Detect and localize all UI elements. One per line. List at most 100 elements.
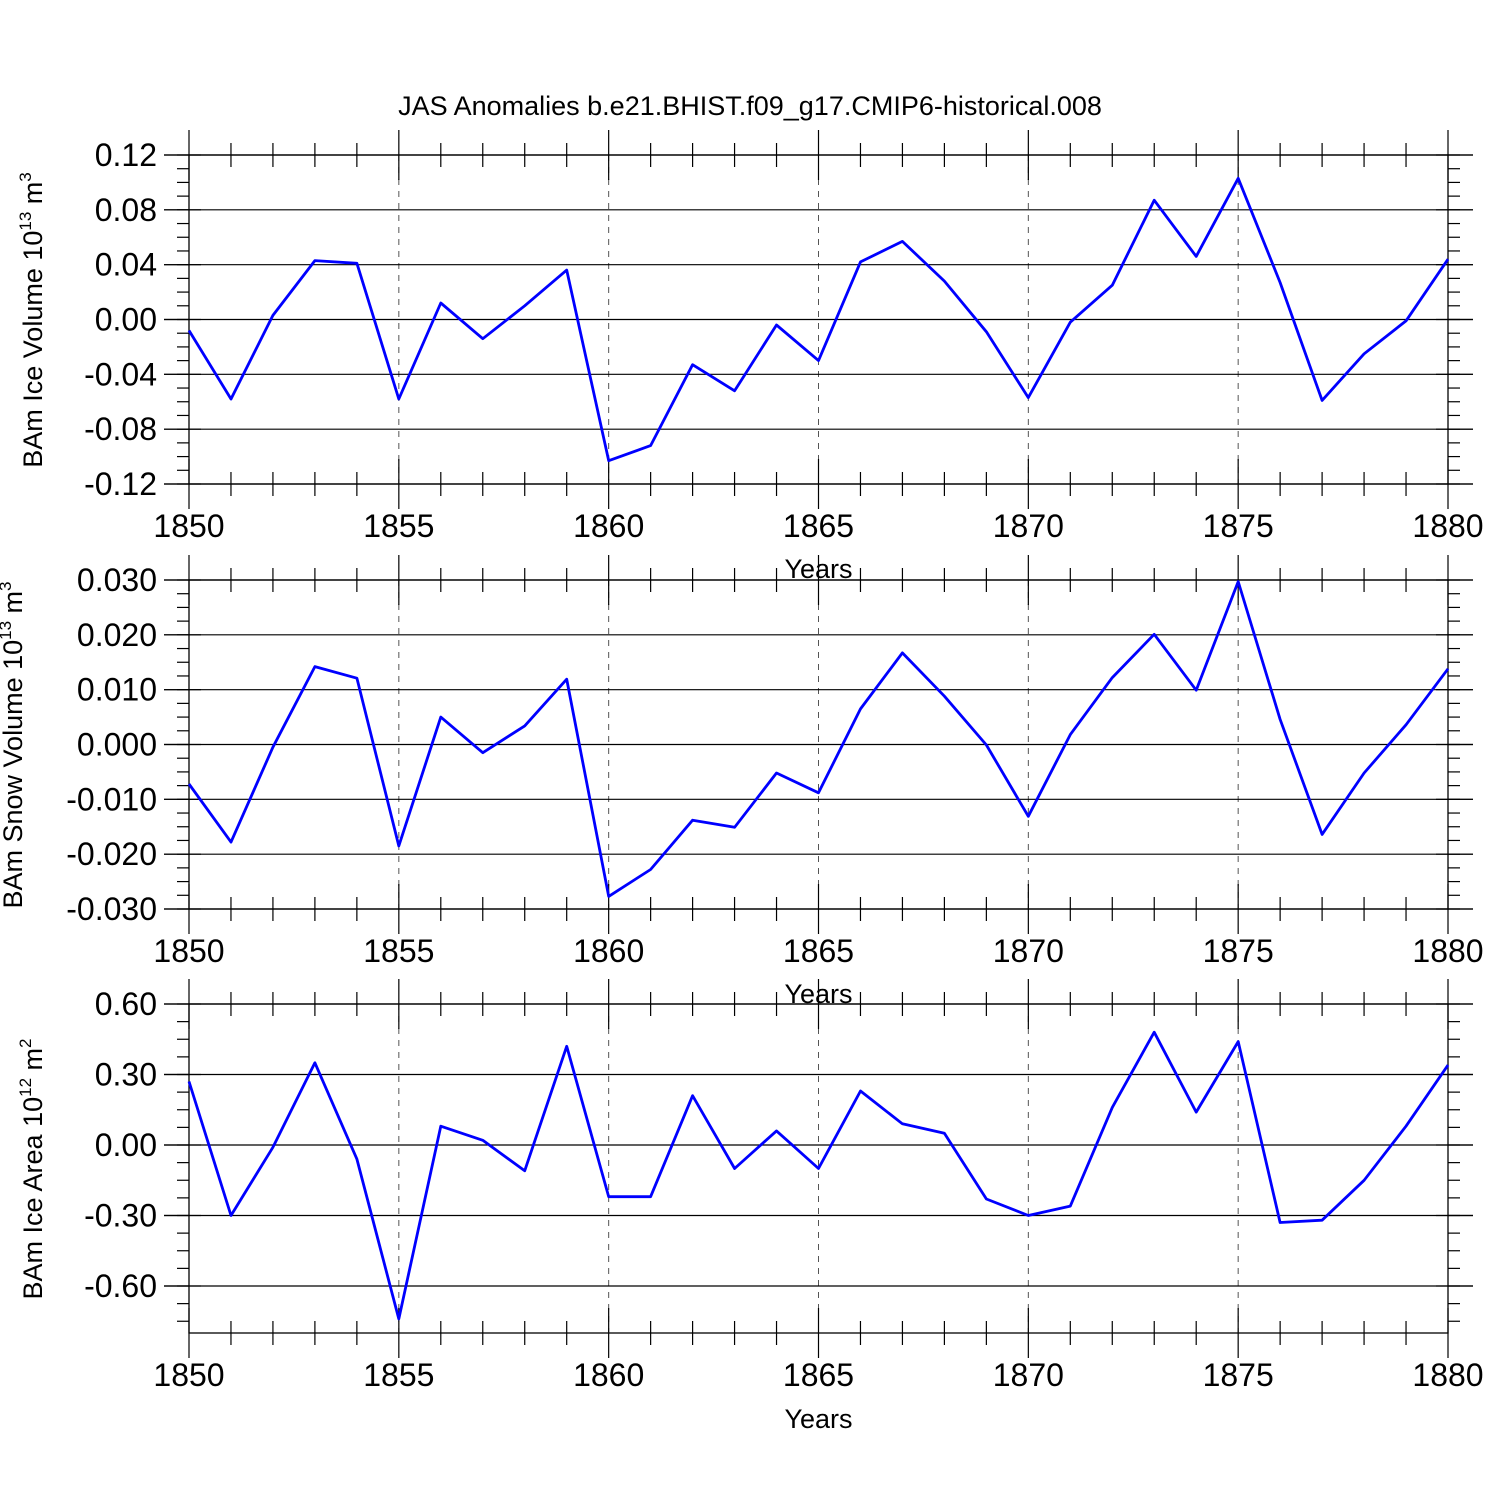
y-tick-label: 0.30: [95, 1057, 157, 1093]
x-tick-label: 1875: [1203, 1357, 1274, 1393]
data-point: [1320, 1218, 1324, 1222]
data-point: [649, 1195, 653, 1199]
data-point: [565, 677, 569, 681]
data-point: [775, 323, 779, 327]
x-tick-label: 1860: [573, 508, 644, 544]
data-point: [942, 279, 946, 283]
series-line: [187, 1030, 1450, 1321]
data-point: [775, 1129, 779, 1133]
data-point: [523, 304, 527, 308]
data-point: [1110, 1105, 1114, 1109]
data-point: [1362, 1178, 1366, 1182]
data-point: [984, 1197, 988, 1201]
series-line: [187, 176, 1450, 463]
y-tick-label: -0.010: [66, 781, 157, 817]
data-point: [271, 313, 275, 317]
y-tick-label: 0.60: [95, 986, 157, 1022]
chart-panel-3: 1850 1855 1860 1865 1870 1875 1880 0.60 0.30 0.00…: [16, 979, 1484, 1434]
data-point: [271, 745, 275, 749]
data-point: [313, 1061, 317, 1065]
data-point: [984, 330, 988, 334]
data-point: [607, 894, 611, 898]
x-tick-label: 1865: [783, 1357, 854, 1393]
data-point: [481, 751, 485, 755]
y-tick-label: 0.00: [95, 1127, 157, 1163]
data-point: [942, 694, 946, 698]
data-point: [313, 259, 317, 263]
y-tick-label: 0.020: [77, 617, 157, 653]
data-point: [397, 1317, 401, 1321]
y-tick-label: 0.12: [95, 137, 157, 173]
data-point: [1026, 814, 1030, 818]
x-tick-label: 1880: [1412, 508, 1483, 544]
data-point: [355, 676, 359, 680]
y-tick-label: -0.08: [84, 411, 157, 447]
data-point: [481, 1138, 485, 1142]
data-point: [1278, 280, 1282, 284]
y-axis-label: BAm Ice Area 1012 m2: [16, 1039, 48, 1300]
y-tick-label: -0.30: [84, 1198, 157, 1234]
data-point: [733, 1167, 737, 1171]
data-point: [1446, 257, 1450, 261]
data-point: [1446, 667, 1450, 671]
data-point: [775, 771, 779, 775]
data-point: [187, 1080, 191, 1084]
x-tick-label: 1855: [363, 1357, 434, 1393]
y-tick-label: -0.60: [84, 1268, 157, 1304]
data-point: [187, 328, 191, 332]
data-point: [1110, 676, 1114, 680]
data-point: [397, 844, 401, 848]
data-point: [1194, 254, 1198, 258]
data-point: [1320, 398, 1324, 402]
y-axis-label: BAm Snow Volume 1013 m3: [0, 581, 28, 908]
y-tick-label: 0.04: [95, 247, 157, 283]
y-tick-label: -0.12: [84, 466, 157, 502]
data-point: [1152, 1030, 1156, 1034]
x-tick-label: 1880: [1412, 1357, 1483, 1393]
chart-panel-2: 1850 1855 1860 1865 1870 1875 1880 0.030 0.020 0.…: [0, 555, 1484, 1009]
y-tick-label: 0.010: [77, 672, 157, 708]
data-point: [439, 301, 443, 305]
x-tick-label: 1850: [153, 933, 224, 969]
data-point: [565, 268, 569, 272]
data-point: [1446, 1063, 1450, 1067]
y-axis-label: BAm Ice Volume 1013 m3: [16, 172, 48, 468]
data-point: [1194, 1110, 1198, 1114]
data-point: [900, 1122, 904, 1126]
y-tick-label: 0.000: [77, 727, 157, 763]
data-point: [229, 840, 233, 844]
data-point: [691, 1094, 695, 1098]
y-tick-label: -0.04: [84, 356, 157, 392]
data-point: [817, 359, 821, 363]
x-tick-label: 1860: [573, 1357, 644, 1393]
data-point: [942, 1131, 946, 1135]
y-tick-label: -0.030: [66, 891, 157, 927]
x-tick-label: 1875: [1203, 933, 1274, 969]
data-point: [858, 707, 862, 711]
x-tick-label: 1850: [153, 1357, 224, 1393]
data-point: [1404, 1124, 1408, 1128]
x-axis-label: Years: [784, 1404, 852, 1434]
data-point: [691, 818, 695, 822]
x-tick-label: 1870: [993, 1357, 1064, 1393]
data-point: [733, 389, 737, 393]
x-tick-label: 1870: [993, 508, 1064, 544]
figure-title: JAS Anomalies b.e21.BHIST.f09_g17.CMIP6-…: [398, 91, 1102, 121]
data-point: [439, 715, 443, 719]
data-point: [817, 791, 821, 795]
data-point: [984, 743, 988, 747]
data-point: [858, 260, 862, 264]
data-point: [1026, 396, 1030, 400]
data-point: [313, 665, 317, 669]
data-point: [1068, 1204, 1072, 1208]
y-tick-label: 0.08: [95, 192, 157, 228]
x-tick-label: 1865: [783, 933, 854, 969]
data-point: [187, 782, 191, 786]
data-point: [1362, 352, 1366, 356]
data-point: [397, 397, 401, 401]
data-point: [523, 724, 527, 728]
data-point: [691, 363, 695, 367]
y-tick-label: 0.030: [77, 562, 157, 598]
data-point: [1278, 717, 1282, 721]
